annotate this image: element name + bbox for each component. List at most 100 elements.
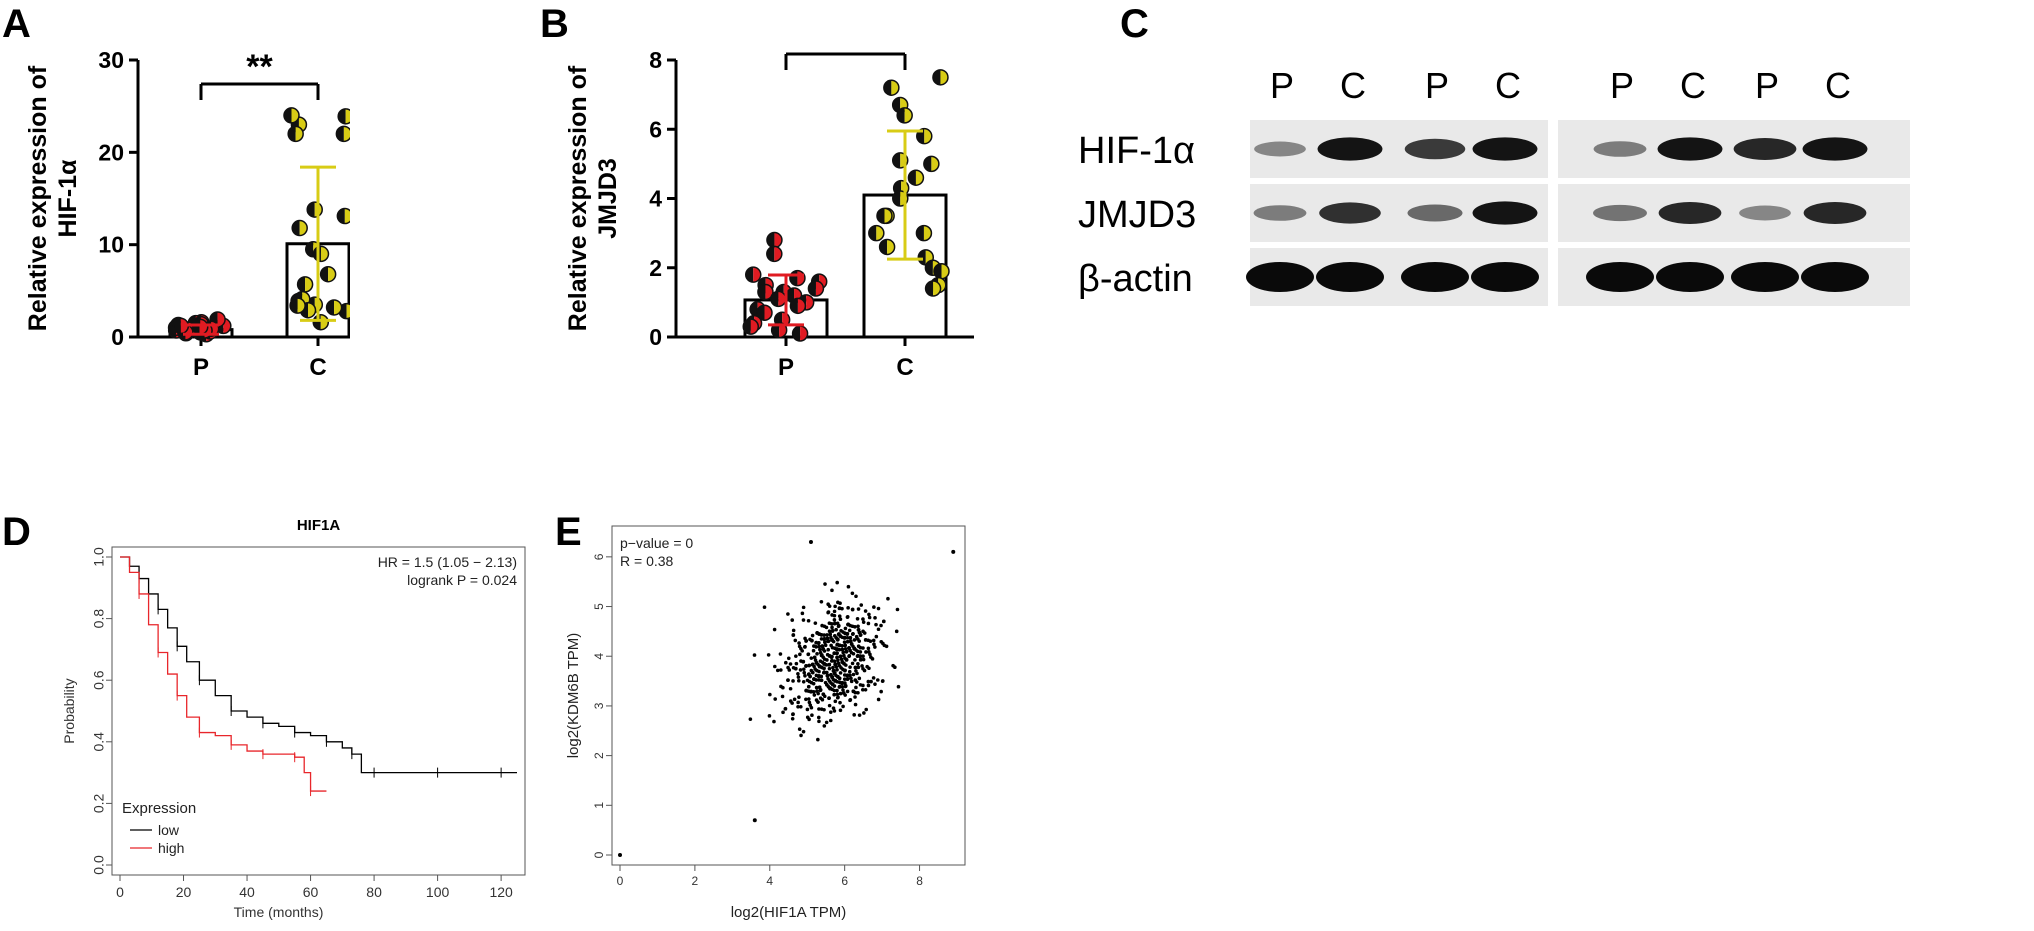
scatter-point bbox=[836, 661, 841, 666]
point-half bbox=[345, 108, 350, 124]
scatter-point bbox=[823, 582, 827, 586]
scatter-point bbox=[773, 697, 778, 701]
scatter-point bbox=[818, 688, 823, 692]
x-tick-label: P bbox=[778, 354, 794, 381]
y-tick-label: 6 bbox=[649, 116, 662, 142]
scatter-point bbox=[806, 652, 811, 656]
scatter-point bbox=[834, 636, 839, 640]
scatter-point bbox=[837, 606, 842, 610]
wb-band bbox=[1803, 202, 1867, 224]
scatter-point bbox=[827, 629, 832, 634]
x-tick-label: 2 bbox=[692, 874, 699, 888]
data-point-P bbox=[789, 297, 807, 315]
point-ring bbox=[892, 190, 909, 207]
y-tick-label: 0.4 bbox=[91, 732, 107, 752]
point-half bbox=[336, 126, 344, 142]
scatter-point bbox=[801, 667, 806, 672]
scatter-point bbox=[860, 687, 865, 692]
scatter-point bbox=[752, 653, 757, 657]
x-tick-label: 80 bbox=[366, 884, 382, 900]
scatter-point bbox=[806, 618, 811, 623]
point-half bbox=[884, 208, 892, 224]
wb-band bbox=[1801, 262, 1869, 292]
scatter-point bbox=[833, 671, 837, 675]
data-point-C bbox=[289, 297, 306, 314]
point-half bbox=[337, 208, 345, 224]
point-ring bbox=[915, 224, 933, 242]
annotation-line: HR = 1.5 (1.05 − 2.13) bbox=[378, 554, 517, 570]
scatter-point bbox=[788, 662, 793, 666]
scatter-point bbox=[871, 676, 876, 680]
scatter-point bbox=[783, 706, 788, 711]
scatter-point bbox=[810, 633, 815, 638]
scatter-point bbox=[852, 638, 857, 642]
point-half bbox=[344, 208, 350, 224]
scatter-point bbox=[822, 649, 827, 653]
y-tick-label: 0.6 bbox=[91, 670, 107, 690]
scatter-point bbox=[817, 719, 821, 724]
point-half bbox=[774, 246, 782, 262]
scatter-point bbox=[766, 653, 771, 657]
point-half bbox=[290, 298, 298, 314]
scatter-point bbox=[837, 623, 841, 628]
scatter-point bbox=[809, 689, 814, 694]
scatter-point bbox=[951, 549, 956, 554]
scatter-point bbox=[812, 655, 817, 660]
point-half bbox=[815, 281, 824, 297]
scatter-point bbox=[846, 622, 851, 627]
wb-band bbox=[1316, 262, 1384, 292]
scatter-point bbox=[846, 606, 850, 610]
data-point-C bbox=[337, 108, 350, 125]
y-tick-label: 30 bbox=[98, 47, 124, 73]
scatter-point bbox=[772, 719, 776, 724]
scatter-point bbox=[773, 664, 777, 669]
panel-label-c: C bbox=[1120, 2, 1149, 46]
scatter-point bbox=[863, 687, 868, 692]
scatter-point bbox=[835, 647, 839, 651]
scatter-point bbox=[830, 675, 835, 679]
scatter-point bbox=[862, 631, 867, 635]
scatter-point bbox=[874, 622, 878, 627]
scatter-point bbox=[850, 607, 855, 612]
scatter-point bbox=[830, 658, 834, 663]
wb-band bbox=[1471, 262, 1539, 292]
y-tick-label: 5 bbox=[592, 603, 606, 610]
chart-title: HIF1A bbox=[297, 517, 341, 534]
point-ring bbox=[891, 152, 909, 169]
scatter-point bbox=[835, 655, 839, 660]
x-axis-label: Time (months) bbox=[234, 904, 324, 920]
km-curve-low bbox=[120, 556, 517, 774]
scatter-point bbox=[810, 713, 814, 718]
scatter-point bbox=[867, 612, 871, 617]
point-half bbox=[789, 270, 798, 286]
scatter-point bbox=[844, 657, 849, 662]
scatter-point bbox=[786, 656, 791, 661]
scatter-point bbox=[811, 648, 816, 653]
x-tick-label: 120 bbox=[489, 884, 513, 900]
panel-label-d: D bbox=[2, 510, 31, 554]
scatter-point bbox=[866, 679, 871, 684]
data-point-C bbox=[287, 125, 304, 143]
panel-label-a: A bbox=[2, 2, 31, 46]
scatter-point bbox=[786, 612, 790, 616]
point-half bbox=[291, 107, 299, 123]
scatter-point bbox=[857, 676, 862, 681]
scatter-point bbox=[810, 638, 814, 643]
scatter-point bbox=[822, 724, 827, 728]
scatter-point bbox=[794, 666, 798, 671]
scatter-point bbox=[823, 643, 828, 648]
scatter-point bbox=[826, 647, 831, 652]
scatter-point bbox=[801, 729, 806, 734]
scatter-point bbox=[862, 668, 867, 673]
point-half bbox=[891, 80, 899, 96]
point-half bbox=[892, 97, 901, 113]
scatter-point bbox=[862, 711, 866, 715]
x-tick-label: P bbox=[193, 354, 209, 381]
y-tick-label: 10 bbox=[98, 232, 124, 258]
scatter-point bbox=[762, 605, 767, 609]
y-tick-label: 0.0 bbox=[91, 855, 107, 875]
data-point-P bbox=[770, 290, 787, 308]
point-ring bbox=[907, 169, 925, 186]
wb-band bbox=[1586, 262, 1654, 292]
scatter-point bbox=[852, 713, 856, 717]
